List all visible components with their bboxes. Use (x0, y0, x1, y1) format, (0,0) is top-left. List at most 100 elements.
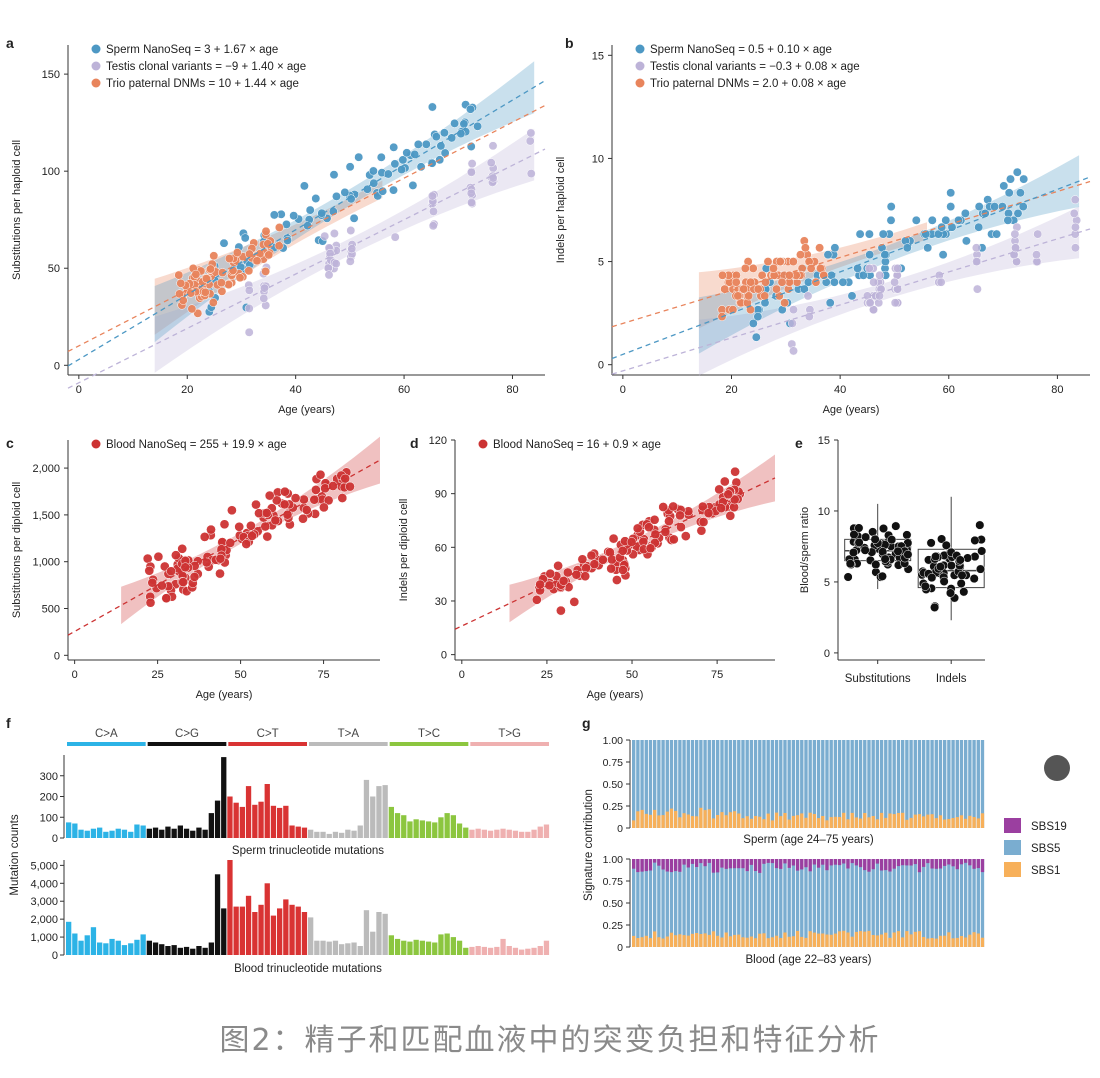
bar-sbs5 (695, 740, 699, 828)
y-tick-label: 150 (42, 69, 60, 81)
bar-sbs5 (728, 859, 733, 947)
bar-sbs5 (825, 859, 829, 947)
bar-sbs5 (951, 859, 955, 947)
bar-sbs1 (779, 938, 783, 947)
x-tick-label: 50 (234, 669, 246, 681)
data-point-testis (390, 232, 400, 242)
data-point-blood (234, 521, 245, 532)
bar-sbs19 (686, 859, 690, 868)
bar (487, 830, 494, 838)
data-point-trio (191, 269, 201, 279)
data-point-trio (187, 304, 197, 314)
bar-sbs5 (661, 859, 665, 947)
bar-sbs19 (787, 859, 791, 868)
bar-sbs5 (821, 740, 825, 828)
bar (339, 832, 345, 838)
data-point-trio (208, 298, 218, 307)
bar (84, 830, 90, 838)
bar-sbs1 (682, 935, 686, 947)
bar-sbs1 (787, 936, 791, 947)
fit-line-testis (67, 148, 546, 389)
data-point (957, 570, 967, 580)
bar-sbs19 (947, 859, 951, 865)
bar (512, 947, 519, 955)
bar (487, 947, 494, 955)
bar (159, 944, 165, 955)
bar-sbs1 (766, 813, 770, 828)
data-point (848, 547, 859, 558)
bar (456, 823, 463, 838)
data-point-trio (200, 287, 210, 297)
y-tick-label: 90 (435, 489, 447, 501)
bar-sbs1 (678, 934, 682, 947)
bar-sbs1 (741, 818, 745, 828)
bar (419, 820, 425, 838)
data-point (959, 587, 969, 597)
data-point (926, 538, 936, 548)
bar (370, 796, 376, 838)
bar (339, 944, 345, 955)
bar (152, 827, 159, 838)
bar-sbs1 (690, 933, 695, 947)
bar (78, 940, 84, 955)
y-tick-label: 0.75 (603, 876, 624, 888)
confidence-band-sperm (154, 61, 535, 343)
bar-sbs5 (779, 859, 783, 947)
group-bar (228, 742, 307, 746)
data-point-blood (703, 508, 714, 518)
bar-sbs19 (821, 859, 825, 865)
data-point-blood (577, 554, 588, 565)
data-point-testis (972, 257, 982, 267)
panel-label: e (795, 435, 803, 451)
bar-sbs1 (871, 935, 875, 947)
bar-sbs5 (678, 740, 682, 828)
bar-sbs5 (749, 740, 754, 828)
bar (90, 927, 97, 955)
legend-label-blood: Blood NanoSeq = 16 + 0.9 × age (493, 439, 661, 451)
bar-sbs1 (808, 812, 812, 828)
legend-label-trio: Trio paternal DNMs = 10 + 1.44 × age (106, 78, 299, 90)
y-tick-label: 0 (54, 360, 60, 372)
bar-sbs19 (749, 859, 754, 865)
data-point-trio (775, 257, 785, 267)
y-tick-label: 0.50 (603, 779, 624, 791)
x-tick-label: 25 (151, 669, 163, 681)
bar-sbs5 (943, 859, 947, 947)
bar-sbs1 (699, 934, 703, 947)
bar-sbs5 (665, 859, 669, 947)
data-point-sperm (838, 277, 848, 287)
subplot-title: Sperm (age 24–75 years) (743, 834, 874, 846)
bar-sbs5 (774, 859, 779, 947)
fit-line-testis (611, 228, 1091, 375)
y-tick-label: 5 (824, 577, 830, 589)
bar-sbs1 (863, 813, 867, 828)
bar-sbs5 (863, 859, 867, 947)
bar (401, 815, 407, 838)
bar (72, 933, 78, 955)
bar-sbs1 (829, 934, 833, 947)
data-point-testis (893, 263, 903, 273)
data-point-sperm (992, 229, 1002, 239)
data-point-sperm (1015, 188, 1025, 198)
legend-marker-sperm (91, 44, 101, 54)
bar-sbs1 (858, 818, 863, 828)
data-point-testis (526, 128, 536, 138)
data-point (902, 530, 912, 540)
y-tick-label: 0 (52, 833, 58, 845)
data-point-sperm (927, 215, 937, 225)
data-point-testis (329, 229, 339, 238)
bar (388, 806, 394, 838)
bar (519, 949, 525, 955)
bar-sbs1 (833, 816, 838, 828)
data-point-blood (545, 568, 556, 579)
bar (363, 910, 370, 955)
bar-sbs5 (842, 859, 846, 947)
x-axis-title: Age (years) (196, 689, 253, 701)
data-point-trio (245, 249, 254, 259)
bar-sbs1 (901, 937, 905, 947)
data-point-sperm (269, 210, 279, 220)
data-point-sperm (997, 202, 1007, 212)
data-point-testis (787, 318, 797, 328)
bar (432, 942, 438, 955)
bar-sbs1 (875, 819, 880, 828)
